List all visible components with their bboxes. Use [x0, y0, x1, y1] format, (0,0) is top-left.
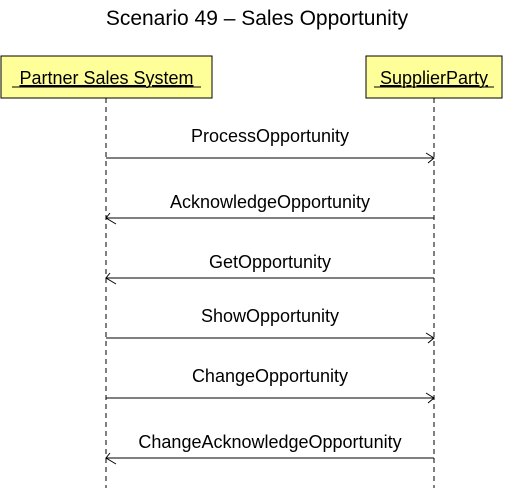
message-change-acknowledge-opportunity: ChangeAcknowledgeOpportunity [105, 432, 434, 465]
message-change-opportunity: ChangeOpportunity [106, 366, 435, 404]
participant-partner-sales-system: Partner Sales System [0, 55, 213, 99]
message-label: ProcessOpportunity [191, 126, 349, 146]
message-acknowledge-opportunity: AcknowledgeOpportunity [105, 192, 434, 225]
arrowhead-icon [105, 212, 117, 225]
message-label: ChangeOpportunity [192, 366, 348, 386]
diagram-title: Scenario 49 – Sales Opportunity [106, 7, 409, 30]
message-process-opportunity: ProcessOpportunity [106, 126, 435, 164]
message-show-opportunity: ShowOpportunity [106, 306, 435, 344]
message-label: ChangeAcknowledgeOpportunity [138, 432, 401, 452]
arrowhead-icon [425, 392, 435, 404]
arrowhead-icon [425, 152, 435, 164]
participant-supplier-party: SupplierParty [365, 55, 503, 99]
message-label: AcknowledgeOpportunity [170, 192, 370, 212]
message-get-opportunity: GetOpportunity [105, 252, 434, 285]
arrowhead-icon [425, 332, 435, 344]
arrowhead-icon [105, 272, 117, 285]
arrowhead-icon [105, 452, 117, 465]
participant-label: Partner Sales System [19, 68, 193, 88]
message-label: GetOpportunity [209, 252, 331, 272]
participant-label: SupplierParty [380, 68, 488, 88]
message-label: ShowOpportunity [201, 306, 339, 326]
